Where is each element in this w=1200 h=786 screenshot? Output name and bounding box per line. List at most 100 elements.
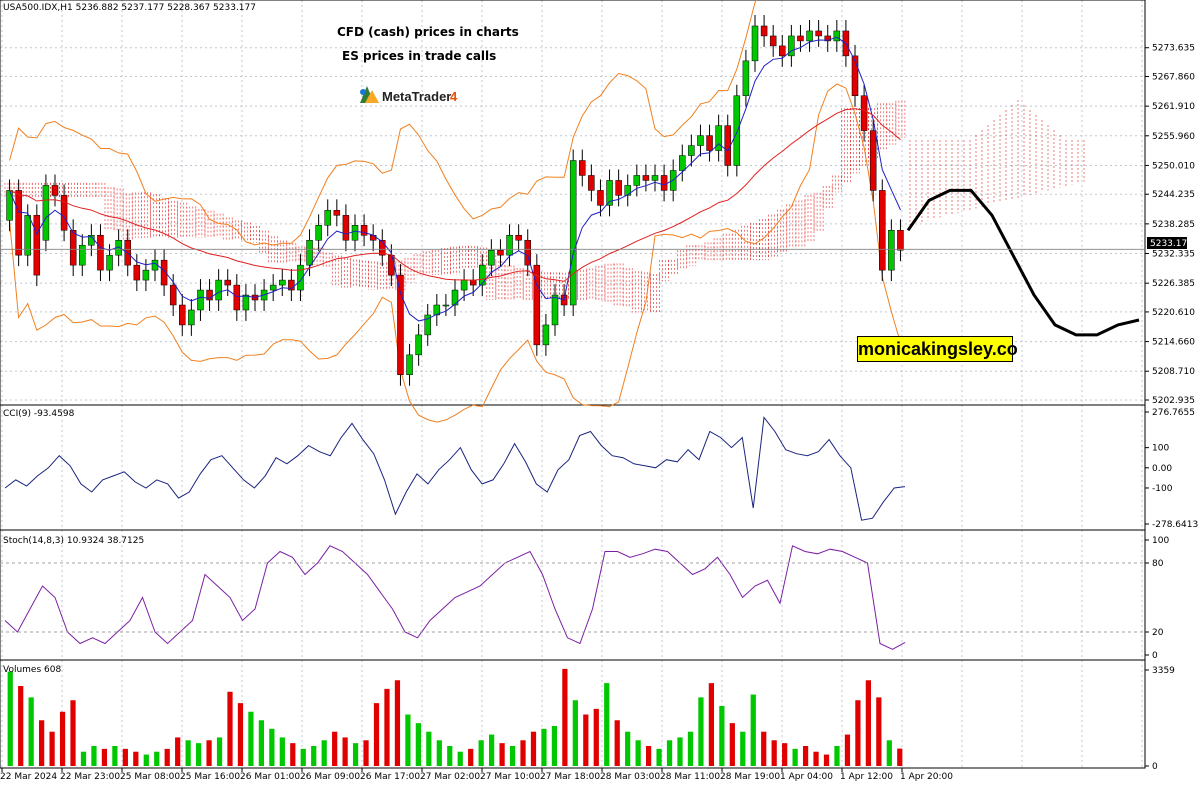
price-candles <box>6 15 904 386</box>
candle-body <box>806 30 813 42</box>
time-tick-label: 22 Mar 23:00 <box>60 772 120 782</box>
cci-tick-label: 276.7655 <box>1152 408 1195 418</box>
candle-body <box>406 354 413 376</box>
candle-body <box>324 210 331 226</box>
volume-tick-label: 3359 <box>1152 666 1175 676</box>
candle-body <box>269 284 277 291</box>
candle-body <box>288 279 295 291</box>
stoch-tick-label: 100 <box>1152 536 1169 546</box>
symbol-info: USA500.IDX,H1 5236.882 5237.177 5228.367… <box>3 3 256 13</box>
ichimoku-cloud <box>4 100 1085 313</box>
candle-body <box>224 279 231 286</box>
candle-body <box>51 185 59 196</box>
price-tick-label: 5238.285 <box>1152 220 1195 230</box>
candle-body <box>569 160 577 306</box>
time-tick-label: 26 Mar 01:00 <box>240 772 300 782</box>
time-tick-label: 28 Mar 11:00 <box>660 772 720 782</box>
candle-body <box>660 175 668 191</box>
candle-body <box>42 185 50 241</box>
price-tick-label: 5202.935 <box>1152 396 1195 406</box>
stoch-tick-label: 0 <box>1152 651 1158 661</box>
price-tick-label: 5255.960 <box>1152 132 1195 142</box>
candle-body <box>897 230 904 251</box>
metatrader-icon <box>360 86 379 103</box>
candle-body <box>160 259 168 286</box>
candle-body <box>433 304 441 316</box>
note-line-2: ES prices in trade calls <box>342 49 496 63</box>
candle-body <box>751 25 759 62</box>
time-tick-label: 1 Apr 04:00 <box>780 772 833 782</box>
candle-body <box>597 190 604 206</box>
stoch-title: Stoch(14,8,3) 10.9324 38.7125 <box>3 536 144 546</box>
cci-axis: 276.7655 100 0.00 -100 -278.6413 <box>1145 408 1198 530</box>
candle-body <box>497 249 504 256</box>
price-tick-label: 5244.235 <box>1152 190 1195 200</box>
candle-body <box>733 95 741 166</box>
candle-body <box>24 215 31 256</box>
candle-body <box>279 279 286 286</box>
candle-body <box>69 230 77 266</box>
candle-body <box>769 35 777 47</box>
candle-body <box>851 55 859 96</box>
candle-body <box>506 234 513 256</box>
time-tick-label: 25 Mar 08:00 <box>120 772 180 782</box>
candle-body <box>588 175 595 191</box>
time-axis: 22 Mar 2024 22 Mar 23:00 25 Mar 08:00 25 Ma… <box>0 768 953 782</box>
time-tick-label: 1 Apr 12:00 <box>840 772 893 782</box>
bollinger-bands <box>9 0 901 423</box>
candle-body <box>306 239 313 266</box>
candle-body <box>742 60 750 96</box>
brand-box: monicakingsley.co <box>857 336 1018 362</box>
stoch-tick-label: 80 <box>1152 559 1164 569</box>
candle-body <box>142 269 150 281</box>
candle-body <box>715 125 722 151</box>
candle-body <box>397 274 404 376</box>
candle-body <box>469 279 477 286</box>
candle-body <box>724 125 731 166</box>
time-tick-label: 28 Mar 03:00 <box>600 772 660 782</box>
price-tick-label: 5232.335 <box>1152 250 1195 260</box>
candle-body <box>788 35 795 57</box>
cci-tick-label: 0.00 <box>1152 464 1172 474</box>
price-tick-label: 5226.385 <box>1152 279 1195 289</box>
candle-body <box>33 215 41 276</box>
candle-body <box>197 289 204 311</box>
candle-body <box>624 185 631 196</box>
candle-body <box>360 225 368 236</box>
candle-body <box>188 309 195 326</box>
candle-body <box>542 324 550 346</box>
candle-body <box>533 264 541 346</box>
cci-tick-label: -100 <box>1152 484 1173 494</box>
candle-body <box>797 35 804 42</box>
candle-body <box>888 230 895 271</box>
candle-body <box>679 155 686 171</box>
cci-tick-label: 100 <box>1152 444 1169 454</box>
candle-body <box>579 160 586 176</box>
ema-slow-line <box>9 108 901 282</box>
stoch-axis: 100 80 20 0 <box>1145 536 1169 661</box>
candle-body <box>815 30 822 37</box>
candle-body <box>342 215 350 241</box>
time-tick-label: 27 Mar 02:00 <box>420 772 480 782</box>
cci-title: CCI(9) -93.4598 <box>3 409 75 419</box>
candle-body <box>460 279 468 291</box>
candle-body <box>488 249 495 266</box>
candle-body <box>642 175 650 181</box>
candle-body <box>424 314 431 336</box>
price-tick-label: 5208.710 <box>1152 367 1195 377</box>
time-tick-label: 25 Mar 16:00 <box>180 772 240 782</box>
volume-axis: 3359 0 <box>1145 666 1175 772</box>
candle-body <box>79 244 86 266</box>
current-price-label: 5233.177 <box>1150 239 1193 249</box>
candle-body <box>106 254 113 271</box>
cci-pane-border <box>0 404 1146 531</box>
metatrader-version: 4 <box>450 89 458 104</box>
candle-body <box>133 264 141 281</box>
candle-body <box>242 294 250 311</box>
candle-body <box>760 25 768 37</box>
metatrader-logo: MetaTrader 4 <box>360 86 458 104</box>
time-tick-label: 22 Mar 2024 <box>0 772 57 782</box>
price-tick-label: 5273.635 <box>1152 44 1195 54</box>
stoch-series <box>0 545 1145 650</box>
